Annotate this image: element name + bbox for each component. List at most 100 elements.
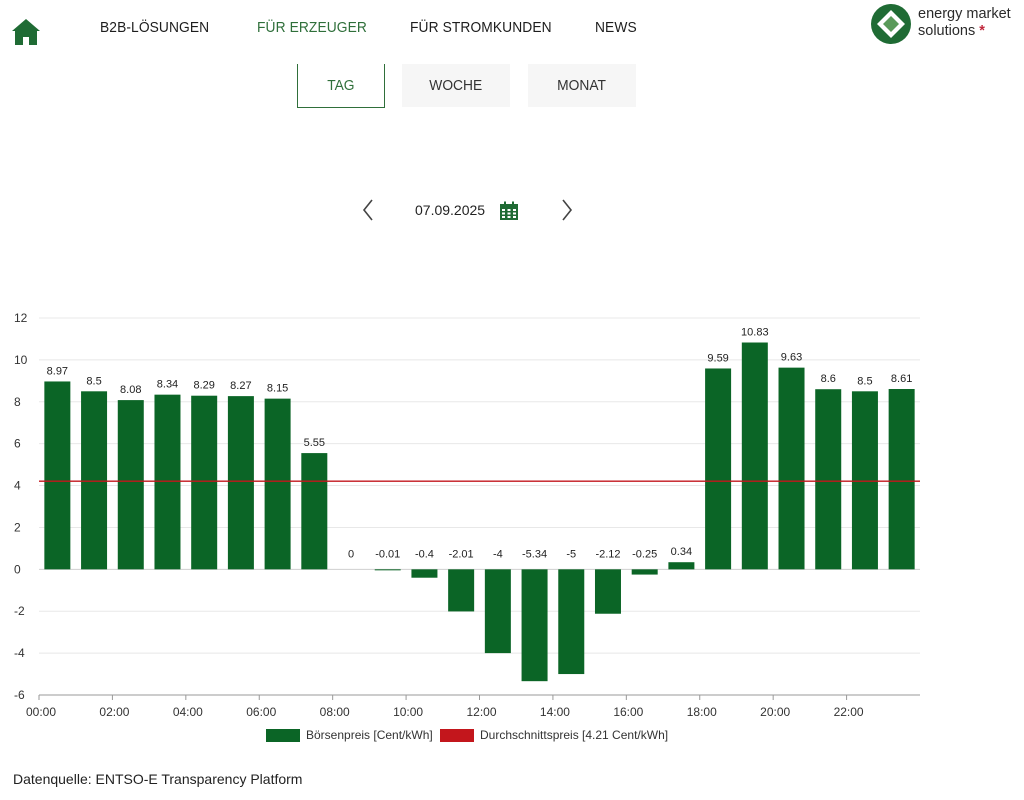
- price-bar: [521, 569, 548, 682]
- logo-mark-icon: [871, 4, 911, 44]
- nav-item-stromkunden[interactable]: FÜR STROMKUNDEN: [410, 19, 552, 36]
- legend-swatch-bar: [266, 728, 300, 742]
- date-display[interactable]: 07.09.2025: [415, 202, 486, 218]
- x-tick-label: 06:00: [246, 705, 276, 719]
- x-tick-label: 16:00: [613, 705, 643, 719]
- data-source-note: Datenquelle: ENTSO-E Transparency Platfo…: [13, 771, 303, 787]
- x-tick-label: 04:00: [173, 705, 203, 719]
- price-bar: [411, 569, 438, 578]
- bar-value-label: -0.01: [375, 548, 400, 560]
- price-bar: [301, 453, 328, 570]
- bar-value-label: 8.34: [157, 379, 178, 391]
- legend-item-durchschnitt[interactable]: Durchschnittspreis [4.21 Cent/kWh]: [440, 728, 668, 742]
- y-tick-label: -2: [14, 604, 25, 618]
- bar-value-label: -0.4: [415, 548, 434, 560]
- bar-value-label: 0: [348, 548, 354, 560]
- price-bar: [448, 569, 475, 612]
- x-axis: 00:00 02:00 04:00 06:00 08:00 10:00 12:00 14:00…: [26, 694, 920, 719]
- price-bar: [227, 396, 254, 570]
- price-bar: [374, 569, 401, 571]
- price-bar: [191, 395, 218, 570]
- chart-legend: Börsenpreis [Cent/kWh] Durchschnittsprei…: [0, 728, 1024, 748]
- y-tick-label: 2: [14, 520, 21, 534]
- price-bar: [851, 391, 878, 570]
- y-tick-label: 8: [14, 395, 21, 409]
- y-tick-label: 10: [14, 353, 28, 367]
- chevron-right-icon[interactable]: [559, 198, 575, 222]
- bar-value-label: -0.25: [632, 548, 657, 560]
- tab-tag-label: TAG: [327, 77, 355, 94]
- price-bar: [558, 569, 585, 675]
- bar-value-label: 8.5: [86, 375, 101, 387]
- chevron-left-icon[interactable]: [360, 198, 376, 222]
- bar-value-label: 8.97: [47, 365, 68, 377]
- x-tick-label: 22:00: [834, 705, 864, 719]
- bar-value-label: 8.15: [267, 383, 288, 395]
- price-bar: [631, 569, 658, 575]
- bar-value-label: 8.29: [193, 380, 214, 392]
- bar-value-label: -5: [566, 548, 576, 560]
- tab-woche[interactable]: WOCHE: [402, 64, 510, 107]
- logo-line1: energy market: [918, 6, 1011, 22]
- calendar-icon[interactable]: [499, 201, 519, 221]
- legend-label-boersenpreis: Börsenpreis [Cent/kWh]: [306, 728, 433, 742]
- y-axis: 12 10 8 6 4 2 0 -2 -4 -6: [14, 311, 28, 702]
- bar-series: [44, 342, 915, 682]
- x-tick-label: 10:00: [393, 705, 423, 719]
- y-tick-label: 0: [14, 562, 21, 576]
- bar-value-label: -4: [493, 548, 503, 560]
- logo-star: *: [979, 23, 985, 39]
- x-tick-label: 14:00: [540, 705, 570, 719]
- x-tick-label: 18:00: [687, 705, 717, 719]
- legend-swatch-line: [440, 728, 474, 742]
- price-bar: [264, 398, 291, 570]
- bar-value-label: 0.34: [671, 546, 692, 558]
- price-bar: [154, 394, 181, 570]
- tab-woche-label: WOCHE: [429, 77, 483, 94]
- price-bar: [594, 569, 621, 614]
- logo-line2: solutions: [918, 23, 976, 39]
- y-tick-label: 12: [14, 311, 28, 325]
- price-bar: [705, 368, 732, 570]
- bar-value-label: 8.61: [891, 373, 912, 385]
- price-bar: [888, 389, 915, 570]
- price-bar: [484, 569, 511, 654]
- bar-value-label: 8.5: [857, 375, 872, 387]
- x-tick-label: 02:00: [99, 705, 129, 719]
- period-tabs: TAG WOCHE MONAT: [0, 64, 1024, 110]
- brand-logo[interactable]: energy market solutions *: [870, 3, 1020, 47]
- legend-item-boersenpreis[interactable]: Börsenpreis [Cent/kWh]: [266, 728, 433, 742]
- price-bar: [741, 342, 768, 570]
- y-tick-label: 6: [14, 437, 21, 451]
- bar-value-label: 8.08: [120, 384, 141, 396]
- bar-value-label: 5.55: [304, 437, 325, 449]
- top-navigation: B2B-LÖSUNGEN FÜR ERZEUGER FÜR STROMKUNDE…: [0, 0, 1024, 60]
- price-bar: [81, 391, 108, 570]
- price-bar: [117, 400, 144, 570]
- nav-item-erzeuger[interactable]: FÜR ERZEUGER: [257, 19, 367, 36]
- logo-text: energy market solutions *: [918, 6, 1011, 40]
- bar-value-label: 9.59: [707, 352, 728, 364]
- x-tick-label: 20:00: [760, 705, 790, 719]
- data-labels: 8.97 8.5 8.08 8.34 8.29 8.27 8.15 5.55 0 -0.01 -0.…: [47, 327, 913, 561]
- bar-value-label: -5.34: [522, 548, 547, 560]
- date-navigation: 07.09.2025: [0, 196, 1024, 226]
- bar-value-label: 9.63: [781, 352, 802, 364]
- y-tick-label: -6: [14, 688, 25, 702]
- bar-value-label: -2.12: [595, 548, 620, 560]
- y-tick-label: 4: [14, 479, 21, 493]
- nav-item-b2b[interactable]: B2B-LÖSUNGEN: [100, 19, 210, 36]
- bar-value-label: -2.01: [449, 548, 474, 560]
- x-tick-label: 12:00: [466, 705, 496, 719]
- nav-item-news[interactable]: NEWS: [595, 19, 637, 36]
- price-bar: [778, 367, 805, 570]
- home-icon[interactable]: [11, 18, 41, 46]
- y-tick-label: -4: [14, 646, 25, 660]
- tab-monat[interactable]: MONAT: [528, 64, 636, 107]
- legend-label-durchschnitt: Durchschnittspreis [4.21 Cent/kWh]: [480, 728, 669, 742]
- bar-value-label: 10.83: [741, 327, 769, 339]
- price-chart: 12 10 8 6 4 2 0 -2 -4 -6 00:00 02:00 04:00 06:00 08:0…: [14, 311, 920, 719]
- tab-tag[interactable]: TAG: [297, 64, 385, 108]
- price-bar: [668, 562, 695, 570]
- price-bar: [44, 381, 71, 570]
